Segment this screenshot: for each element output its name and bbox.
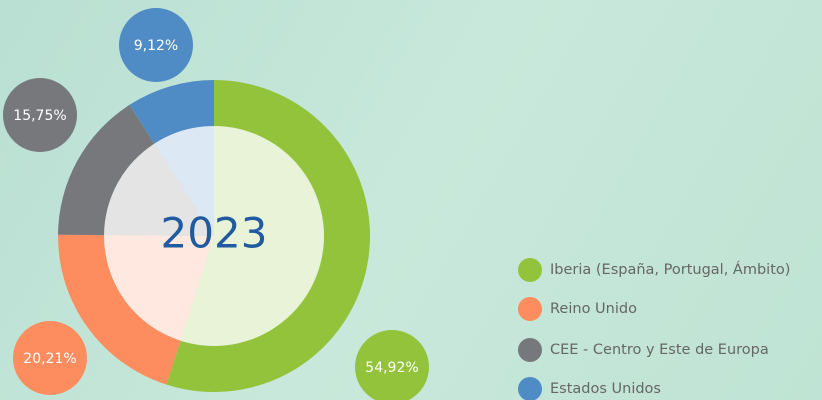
legend-swatch (518, 377, 542, 400)
label-bubble (355, 330, 429, 400)
legend-swatch (518, 338, 542, 362)
donut-segment (166, 80, 370, 392)
donut-segment (129, 80, 214, 144)
legend-label: Reino Unido (550, 301, 637, 317)
inner-wedge (154, 126, 214, 236)
legend-label: Iberia (España, Portugal, Ámbito) (550, 261, 790, 278)
label-bubble (3, 78, 77, 152)
data-label: 54,92% (365, 360, 418, 376)
legend-label: Estados Unidos (550, 381, 661, 397)
inner-wedge (104, 143, 214, 236)
donut-segment (58, 104, 155, 236)
data-label: 9,12% (134, 38, 178, 54)
inner-wedge (104, 235, 214, 341)
legend-swatch (518, 297, 542, 321)
legend-swatch (518, 258, 542, 282)
label-bubble (119, 8, 193, 82)
data-label: 20,21% (23, 351, 76, 367)
legend-label: CEE - Centro y Este de Europa (550, 342, 769, 358)
label-bubble (13, 321, 87, 395)
donut (57, 80, 370, 392)
data-label: 15,75% (13, 108, 66, 124)
inner-wedge (180, 126, 325, 346)
center-label: 2023 (161, 209, 268, 258)
donut-segment (57, 234, 181, 385)
